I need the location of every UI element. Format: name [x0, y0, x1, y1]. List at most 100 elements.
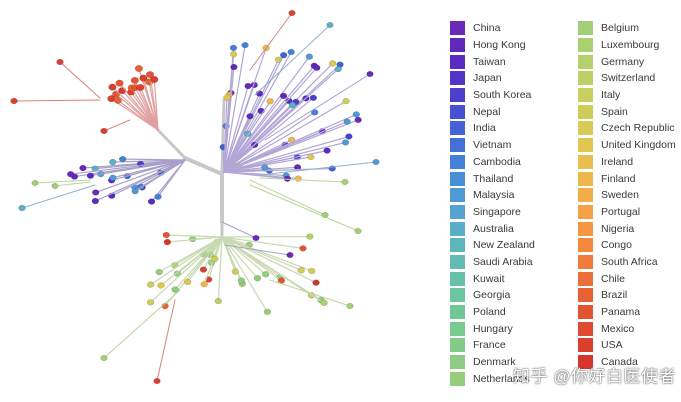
legend-item[interactable]: Finland — [578, 170, 676, 187]
legend-item[interactable]: Nigeria — [578, 220, 676, 237]
phylogenetic-tree — [10, 9, 380, 385]
legend-label: Portugal — [601, 205, 641, 218]
tree-branch — [223, 44, 246, 173]
legend-item[interactable]: Malaysia — [450, 187, 535, 204]
legend-item[interactable]: Denmark — [450, 354, 535, 371]
legend-item[interactable]: Panama — [578, 304, 676, 321]
tree-branch — [259, 161, 377, 176]
legend-label: Ireland — [601, 155, 634, 168]
tree-branch — [156, 299, 176, 382]
legend-item[interactable]: China — [450, 20, 535, 37]
legend-item[interactable]: Brazil — [578, 287, 676, 304]
legend-item[interactable]: Germany — [578, 53, 676, 70]
legend-swatch — [578, 254, 593, 269]
tree-node — [343, 118, 351, 125]
tree-branch — [142, 77, 159, 131]
tree-branch — [112, 159, 186, 179]
legend-item[interactable]: Australia — [450, 220, 535, 237]
legend-item[interactable]: Poland — [450, 304, 535, 321]
legend-item[interactable]: France — [450, 337, 535, 354]
tree-branch — [134, 159, 186, 192]
legend-item[interactable]: Nepal — [450, 103, 535, 120]
legend-swatch — [578, 188, 593, 203]
tree-branch — [221, 236, 317, 284]
tree-branch — [165, 234, 223, 238]
tree-branch — [166, 236, 223, 243]
legend-label: Brazil — [601, 289, 628, 302]
legend-item[interactable]: South Africa — [578, 254, 676, 271]
legend-item[interactable]: Spain — [578, 103, 676, 120]
tree-branch — [160, 236, 223, 287]
legend-item[interactable]: Georgia — [450, 287, 535, 304]
tree-branch — [221, 236, 268, 313]
legend-item[interactable]: Luxembourg — [578, 37, 676, 54]
tree-node — [163, 238, 172, 246]
legend-item[interactable]: Netherlands — [450, 370, 535, 387]
tree-node — [147, 198, 156, 205]
tree-branch — [221, 236, 259, 279]
tree-branch — [223, 96, 228, 173]
legend-item[interactable]: Kuwait — [450, 270, 535, 287]
legend-label: Cambodia — [473, 155, 521, 168]
tree-branch — [223, 166, 266, 173]
legend-item[interactable]: South Korea — [450, 87, 535, 104]
legend-label: Hungary — [473, 322, 513, 335]
tree-node — [286, 251, 294, 259]
tree-trunk — [220, 98, 226, 176]
legend-swatch — [578, 104, 593, 119]
legend-item[interactable]: Italy — [578, 87, 676, 104]
legend-label: Spain — [601, 105, 628, 118]
legend-label: Sweden — [601, 189, 639, 202]
legend-item[interactable]: Hungary — [450, 320, 535, 337]
tree-node — [352, 111, 360, 118]
tree-node — [354, 227, 362, 235]
legend-swatch — [450, 121, 465, 136]
tree-branch — [269, 279, 351, 307]
legend-item[interactable]: Belgium — [578, 20, 676, 37]
tree-branch — [223, 66, 235, 173]
legend-item[interactable]: Canada — [578, 354, 676, 371]
tree-branch — [139, 86, 159, 131]
legend-item[interactable]: Congo — [578, 237, 676, 254]
tree-branch — [111, 86, 159, 131]
tree-node — [86, 172, 95, 179]
tree-branch — [223, 115, 251, 173]
legend-item[interactable]: New Zealand — [450, 237, 535, 254]
legend-item[interactable]: United Kingdom — [578, 137, 676, 154]
legend-item[interactable]: Vietnam — [450, 137, 535, 154]
tree-node — [136, 84, 145, 91]
legend-item[interactable]: Ireland — [578, 154, 676, 171]
legend-label: Finland — [601, 172, 636, 185]
tree-node — [173, 270, 182, 277]
legend-swatch — [450, 321, 465, 336]
legend-item[interactable]: India — [450, 120, 535, 137]
legend-item[interactable]: Thailand — [450, 170, 535, 187]
legend-swatch — [578, 54, 593, 69]
tree-node — [262, 271, 270, 278]
legend-swatch — [578, 271, 593, 286]
legend-item[interactable]: Saudi Arabia — [450, 254, 535, 271]
legend-item[interactable]: USA — [578, 337, 676, 354]
legend-item[interactable]: Japan — [450, 70, 535, 87]
tree-node — [341, 178, 349, 186]
tree-node — [305, 53, 314, 60]
tree-node — [150, 76, 159, 83]
legend-item[interactable]: Switzerland — [578, 70, 676, 87]
legend-item[interactable]: Singapore — [450, 204, 535, 221]
tree-branch — [221, 236, 267, 275]
tree-branch — [21, 184, 96, 209]
legend-item[interactable]: Hong Kong — [450, 37, 535, 54]
legend-item[interactable]: Portugal — [578, 204, 676, 221]
legend-item[interactable]: Mexico — [578, 320, 676, 337]
legend-item[interactable]: Cambodia — [450, 154, 535, 171]
legend-item[interactable]: Sweden — [578, 187, 676, 204]
legend-column-1: China Hong Kong Taiwan Japan South Korea Nepa… — [450, 20, 535, 387]
tree-branch — [202, 236, 223, 271]
legend-label: Netherlands — [473, 372, 530, 385]
legend-item[interactable]: Chile — [578, 270, 676, 287]
legend-swatch — [578, 121, 593, 136]
legend-label: Panama — [601, 306, 641, 319]
legend-item[interactable]: Czech Republic — [578, 120, 676, 137]
tree-branch — [223, 100, 271, 173]
legend-item[interactable]: Taiwan — [450, 53, 535, 70]
